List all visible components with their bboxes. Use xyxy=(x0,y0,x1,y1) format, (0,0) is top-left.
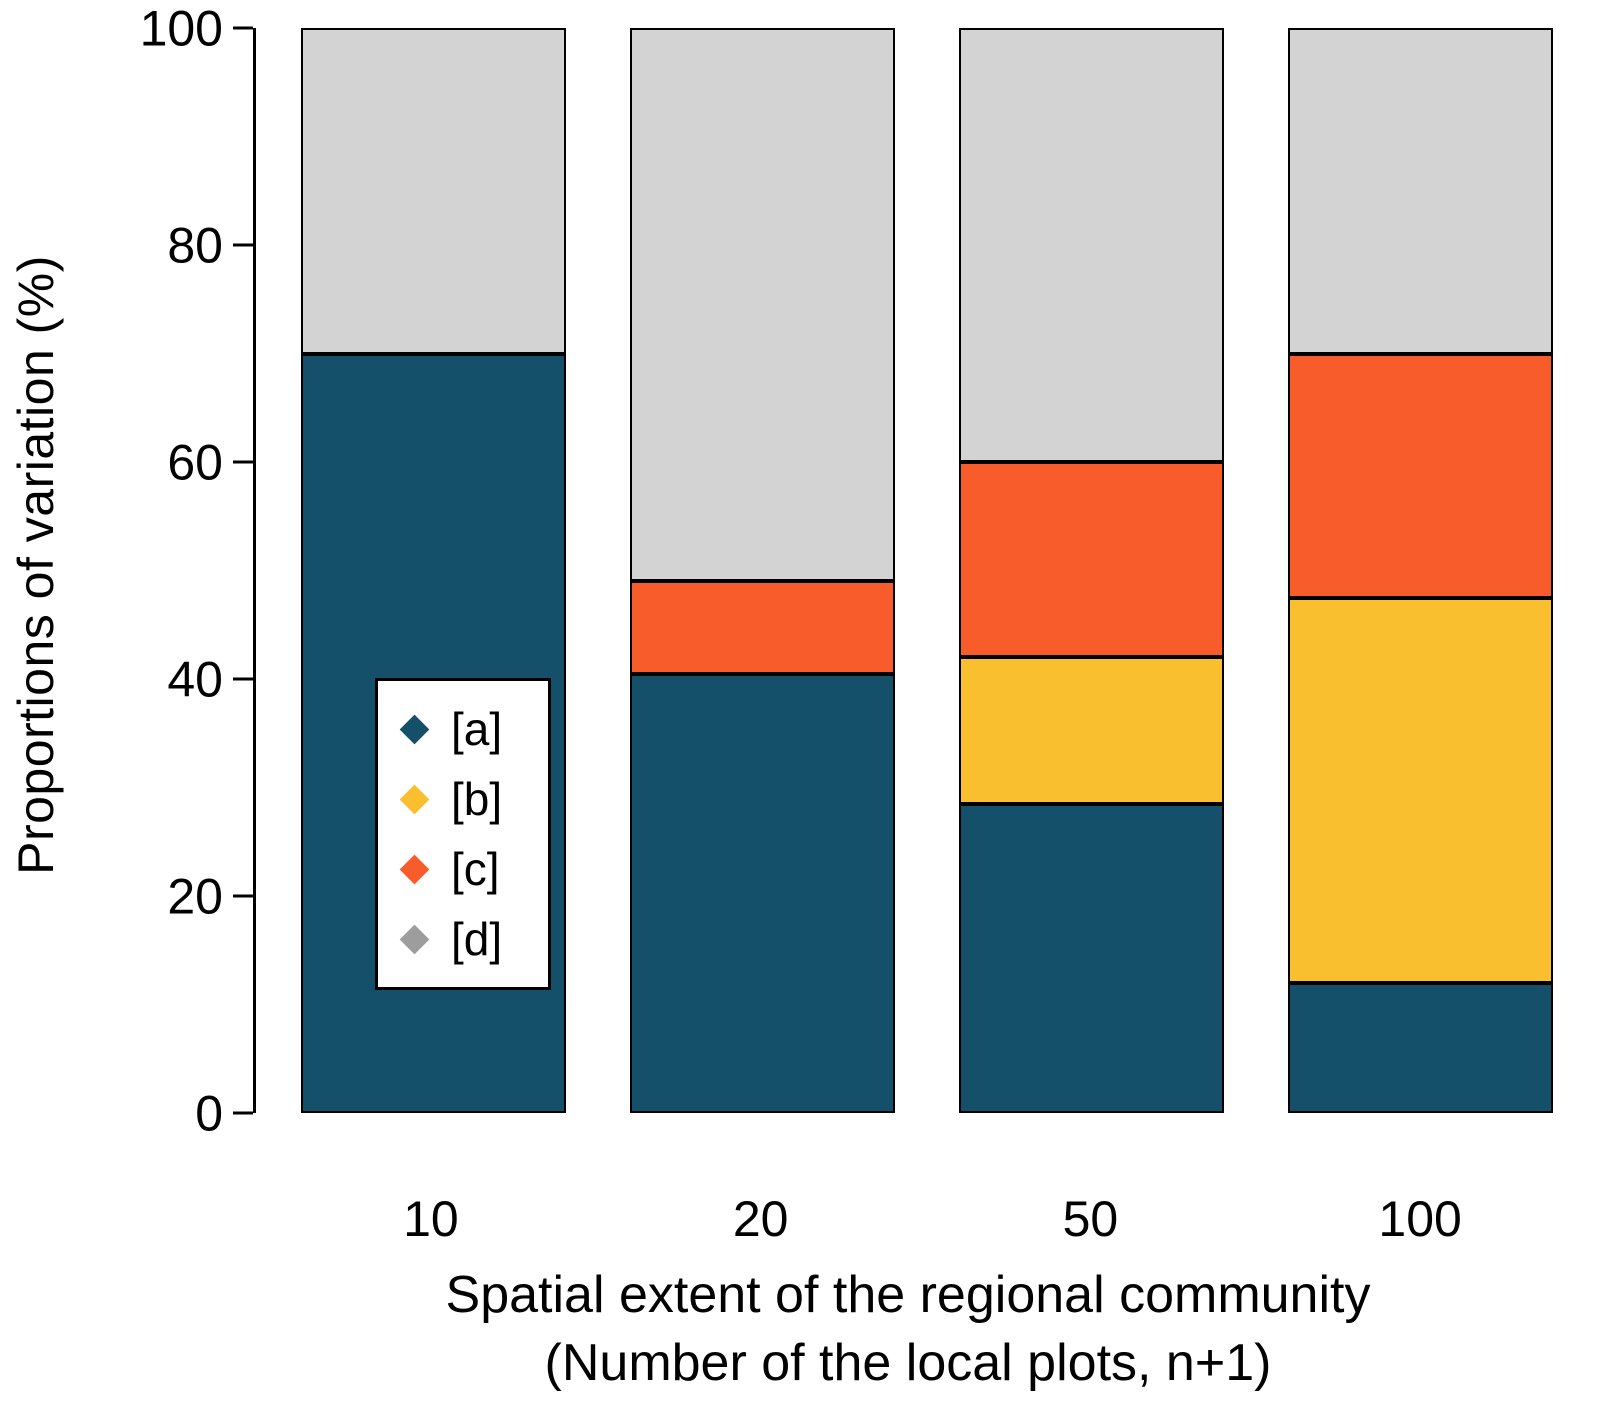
x-tick-label-50: 50 xyxy=(1062,1191,1119,1247)
legend-label: [d] xyxy=(451,913,503,965)
y-tick-mark: 0 xyxy=(195,1088,253,1138)
bar-10-segment-d xyxy=(301,28,566,354)
bar-50 xyxy=(959,28,1224,1113)
y-tick-label: 40 xyxy=(167,651,223,707)
bar-50-segment-a xyxy=(959,803,1224,1113)
x-tick-label-10: 10 xyxy=(403,1191,459,1247)
y-tick-label: 100 xyxy=(139,0,223,56)
y-tick-label: 20 xyxy=(167,868,223,924)
x-tick-labels: 10 20 50 100 xyxy=(253,1190,1563,1248)
legend-item-d: [d] xyxy=(399,913,548,965)
y-tick-mark: 80 xyxy=(167,220,253,270)
bar-20-segment-a xyxy=(630,673,895,1113)
bar-100-segment-c xyxy=(1288,353,1553,598)
y-tick-mark: 100 xyxy=(140,3,253,53)
y-tick-label: 60 xyxy=(167,434,223,490)
bar-20 xyxy=(630,28,895,1113)
legend-diamond-icon xyxy=(399,714,430,744)
y-tick-label: 0 xyxy=(195,1085,223,1141)
bar-100-segment-a xyxy=(1288,982,1553,1113)
legend-diamond-icon xyxy=(399,924,430,954)
x-axis-title: Spatial extent of the regional community… xyxy=(253,1262,1563,1397)
x-axis-title-line1: Spatial extent of the regional community xyxy=(445,1266,1371,1324)
bar-100-segment-b xyxy=(1288,597,1553,983)
legend-label: [b] xyxy=(451,773,503,825)
legend-label: [a] xyxy=(451,703,503,755)
bar-50-segment-c xyxy=(959,462,1224,658)
legend-item-a: [a] xyxy=(399,703,548,755)
bar-50-segment-d xyxy=(959,28,1224,462)
bar-100-segment-d xyxy=(1288,28,1553,354)
legend-diamond-icon xyxy=(399,784,430,814)
y-tick-mark: 40 xyxy=(167,654,253,704)
y-tick-mark: 20 xyxy=(167,871,253,921)
bar-20-segment-d xyxy=(630,28,895,582)
y-tick-label: 80 xyxy=(167,217,223,273)
x-tick-label-100: 100 xyxy=(1378,1191,1462,1247)
bar-20-segment-c xyxy=(630,581,895,674)
y-axis-title: Proportions of variation (%) xyxy=(8,255,64,875)
legend-diamond-icon xyxy=(399,854,430,884)
x-axis-title-line2: (Number of the local plots, n+1) xyxy=(544,1333,1272,1392)
legend: [a] [b] [c] [d] xyxy=(375,678,551,990)
legend-item-c: [c] xyxy=(399,843,548,895)
legend-item-b: [b] xyxy=(399,773,548,825)
x-tick-label-20: 20 xyxy=(732,1191,789,1247)
y-tick-mark: 60 xyxy=(167,437,253,487)
bar-100 xyxy=(1288,28,1553,1113)
plot-area: 0 20 40 60 80 100 [a] [b] [c] [d] xyxy=(140,3,1563,1138)
legend-label: [c] xyxy=(451,843,500,895)
bar-50-segment-b xyxy=(959,657,1224,804)
